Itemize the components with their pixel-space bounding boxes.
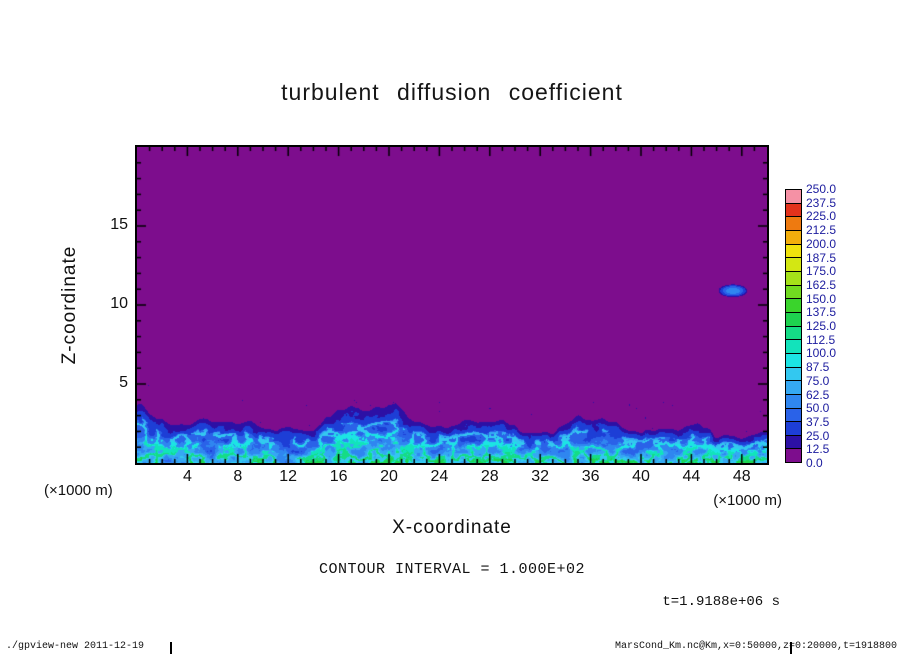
axis-unit-right: (×1000 m): [713, 492, 782, 509]
colorbar-cell: [786, 449, 801, 463]
crop-mark-left: [170, 642, 172, 654]
colorbar-cell: [786, 258, 801, 272]
colorbar-label: 137.5: [806, 305, 837, 320]
colorbar-label: 75.0: [806, 373, 830, 388]
colorbar-cell: [786, 381, 801, 395]
heatmap-canvas: [137, 147, 767, 463]
colorbar-cell: [786, 230, 801, 245]
x-tick-label: 20: [380, 468, 398, 485]
colorbar-label: 87.5: [806, 360, 830, 375]
contour-interval-label: CONTOUR INTERVAL = 1.000E+02: [318, 561, 586, 578]
footer-right: MarsCond_Km.nc@Km,x=0:50000,z=0:20000,t=…: [614, 641, 897, 652]
colorbar-cell: [786, 312, 801, 327]
colorbar-cell: [786, 408, 801, 423]
colorbar-label: 237.5: [806, 195, 837, 210]
colorbar-label: 250.0: [806, 182, 837, 196]
colorbar-label: 150.0: [806, 291, 837, 306]
colorbar-label: 175.0: [806, 264, 837, 279]
axis-unit-left: (×1000 m): [44, 482, 113, 499]
colorbar-cell: [786, 422, 801, 436]
colorbar-label: 187.5: [806, 250, 837, 265]
colorbar-label: 25.0: [806, 428, 830, 443]
time-label: t=1.9188e+06 s: [662, 594, 780, 610]
colorbar-label: 12.5: [806, 442, 830, 457]
y-tick-label: 15: [110, 216, 128, 233]
colorbar-cell: [786, 394, 801, 409]
colorbar-label: 162.5: [806, 277, 837, 292]
y-tick-label: 10: [110, 295, 128, 312]
colorbar-label: 212.5: [806, 223, 837, 238]
colorbar-label: 200.0: [806, 236, 837, 251]
colorbar-cell: [786, 190, 801, 204]
x-tick-label: 4: [182, 468, 192, 485]
colorbar-cell: [786, 367, 801, 382]
colorbar-cell: [786, 435, 801, 450]
plot-area: [135, 145, 769, 465]
x-tick-label: 12: [279, 468, 298, 485]
colorbar-label: 225.0: [806, 209, 837, 224]
x-tick-label: 44: [682, 468, 701, 485]
colorbar-cell: [786, 217, 801, 231]
colorbar-label: 0.0: [806, 456, 823, 470]
colorbar-cell: [786, 353, 801, 368]
x-tick-label: 32: [531, 468, 550, 485]
x-tick-label: 48: [732, 468, 751, 485]
colorbar-cell: [786, 203, 801, 218]
colorbar-cell: [786, 271, 801, 286]
plot-title: turbulent diffusion coefficient: [281, 79, 623, 105]
colorbar-cell: [786, 299, 801, 313]
x-axis-label: X-coordinate: [392, 517, 512, 538]
colorbar-label: 62.5: [806, 387, 830, 402]
colorbar-cell: [786, 340, 801, 354]
y-tick-label: 5: [119, 374, 128, 391]
x-tick-label: 8: [233, 468, 243, 485]
x-tick-label: 24: [430, 468, 449, 485]
x-tick-label: 28: [480, 468, 499, 485]
colorbar-cell: [786, 244, 801, 259]
colorbar-label: 125.0: [806, 319, 837, 333]
x-tick-label: 16: [329, 468, 348, 485]
colorbar-cell: [786, 326, 801, 341]
x-tick-label: 36: [581, 468, 600, 485]
colorbar-label: 37.5: [806, 414, 830, 429]
colorbar: [785, 189, 802, 463]
y-axis-label: Z-coordinate: [59, 245, 80, 365]
footer-left: ./gpview-new 2011-12-19: [6, 641, 145, 652]
colorbar-cell: [786, 285, 801, 300]
x-tick-label: 40: [632, 468, 650, 485]
crop-mark-right: [790, 642, 792, 654]
colorbar-label: 112.5: [806, 332, 836, 347]
colorbar-label: 100.0: [806, 346, 837, 361]
colorbar-label: 50.0: [806, 401, 830, 416]
